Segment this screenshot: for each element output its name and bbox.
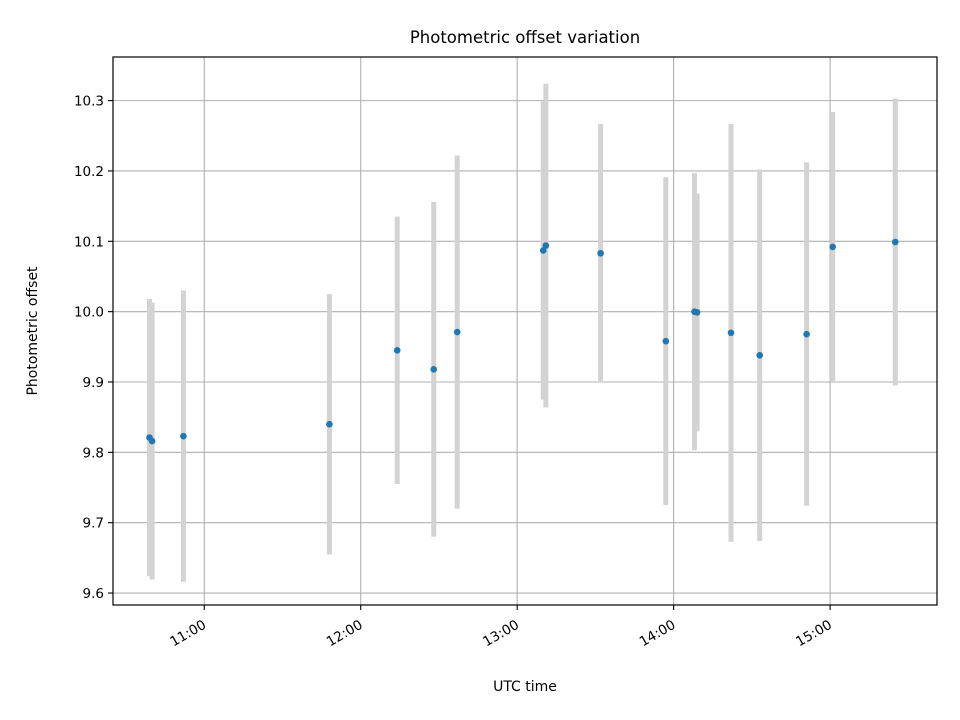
y-tick-label: 10.2 [74, 164, 104, 180]
y-tick-label: 9.9 [83, 375, 104, 391]
y-tick-label: 9.8 [83, 445, 104, 461]
data-point [393, 347, 401, 354]
chart-title: Photometric offset variation [410, 28, 640, 47]
y-tick-label: 9.6 [83, 586, 104, 602]
data-point [430, 366, 438, 373]
plot-frame [112, 56, 938, 606]
y-tick-label: 9.7 [83, 516, 104, 532]
data-point [148, 437, 156, 445]
data-point [180, 432, 187, 440]
data-point [326, 420, 333, 428]
data-point [542, 242, 550, 249]
data-point [693, 309, 701, 316]
y-tick-label: 10.3 [74, 94, 104, 110]
y-axis-label: Photometric offset [25, 266, 41, 396]
data-point [539, 247, 547, 254]
data-point [453, 328, 461, 336]
data-point [727, 329, 735, 337]
x-axis-label: UTC time [493, 679, 557, 695]
data-points [146, 238, 899, 445]
data-point [662, 337, 670, 345]
data-point [756, 351, 763, 359]
data-point [597, 249, 604, 257]
data-point [891, 238, 899, 246]
data-point [829, 243, 836, 251]
y-tick-label: 10.1 [74, 234, 104, 250]
data-point [803, 330, 810, 338]
grid [113, 57, 937, 605]
y-tick-label: 10.0 [74, 305, 104, 321]
